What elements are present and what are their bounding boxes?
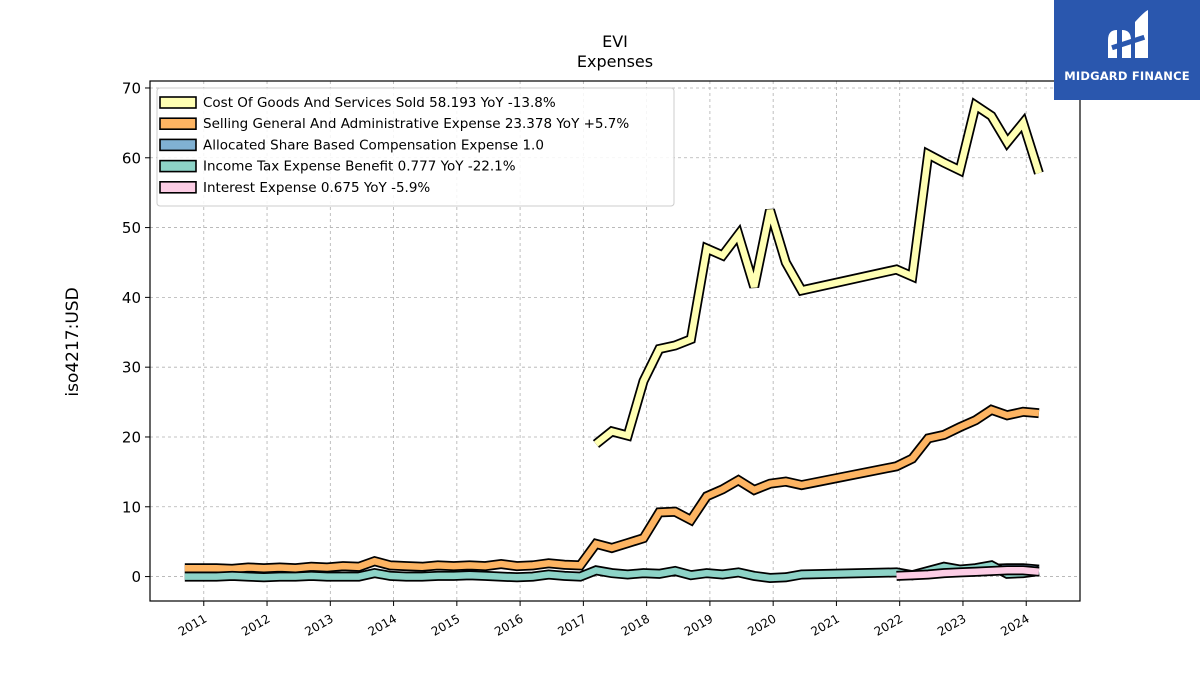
series-1	[184, 404, 1040, 574]
midgard-logo-mark-icon	[1108, 10, 1148, 58]
legend-swatch	[159, 181, 197, 194]
x-axis: 2011 2012 2013 2014 2015 2016 2017 2018 2019 2020…	[176, 601, 1032, 639]
legend-swatch	[159, 138, 197, 152]
y-tick-label: 40	[122, 289, 141, 307]
y-axis: 0 10 20 30 40 50 60 70	[122, 79, 150, 586]
y-tick-label: 60	[122, 149, 141, 167]
logo-text: MIDGARD FINANCE	[1064, 69, 1190, 83]
x-tick-label: 2015	[429, 611, 462, 638]
x-tick-label: 2017	[555, 611, 588, 638]
chart-subtitle: Expenses	[577, 52, 653, 71]
x-tick-label: 2013	[302, 611, 335, 638]
x-tick-label: 2022	[872, 611, 905, 638]
series-line	[593, 100, 1043, 447]
midgard-finance-logo: MIDGARD FINANCE	[1054, 0, 1200, 100]
series-line	[896, 567, 1040, 580]
legend-label: Allocated Share Based Compensation Expen…	[203, 137, 544, 153]
x-tick-label: 2011	[176, 611, 209, 638]
legend-label: Selling General And Administrative Expen…	[203, 116, 629, 132]
x-tick-label: 2020	[745, 611, 778, 638]
y-axis-label: iso4217:USD	[63, 287, 83, 396]
x-tick-label: 2018	[619, 611, 652, 638]
x-tick-label: 2021	[808, 611, 841, 638]
legend-label: Interest Expense 0.675 YoY -5.9%	[203, 180, 430, 196]
chart-title: EVI	[602, 32, 628, 51]
x-tick-label: 2012	[239, 611, 272, 638]
series-4	[896, 565, 1040, 581]
plot-frame	[149, 80, 1081, 602]
x-tick-label: 2019	[682, 611, 715, 638]
series-line	[184, 406, 1040, 573]
y-tick-label: 10	[122, 498, 141, 516]
x-tick-label: 2023	[935, 611, 968, 638]
series-0	[592, 97, 1044, 448]
legend-swatch	[159, 117, 197, 130]
y-tick-label: 50	[122, 219, 141, 237]
y-tick-label: 30	[122, 359, 141, 377]
legend-label: Cost Of Goods And Services Sold 58.193 Y…	[203, 95, 556, 111]
x-tick-label: 2024	[998, 611, 1031, 638]
legend-label: Income Tax Expense Benefit 0.777 YoY -22…	[203, 159, 516, 175]
series-layer	[184, 97, 1044, 584]
y-tick-label: 0	[131, 568, 141, 586]
legend-swatch	[159, 96, 197, 109]
legend: Cost Of Goods And Services Sold 58.193 Y…	[156, 87, 675, 207]
y-tick-label: 70	[122, 79, 141, 97]
x-tick-label: 2016	[492, 611, 525, 638]
legend-box	[156, 87, 675, 207]
y-tick-label: 20	[122, 428, 141, 446]
legend-swatch	[159, 159, 197, 173]
x-tick-label: 2014	[366, 611, 399, 638]
